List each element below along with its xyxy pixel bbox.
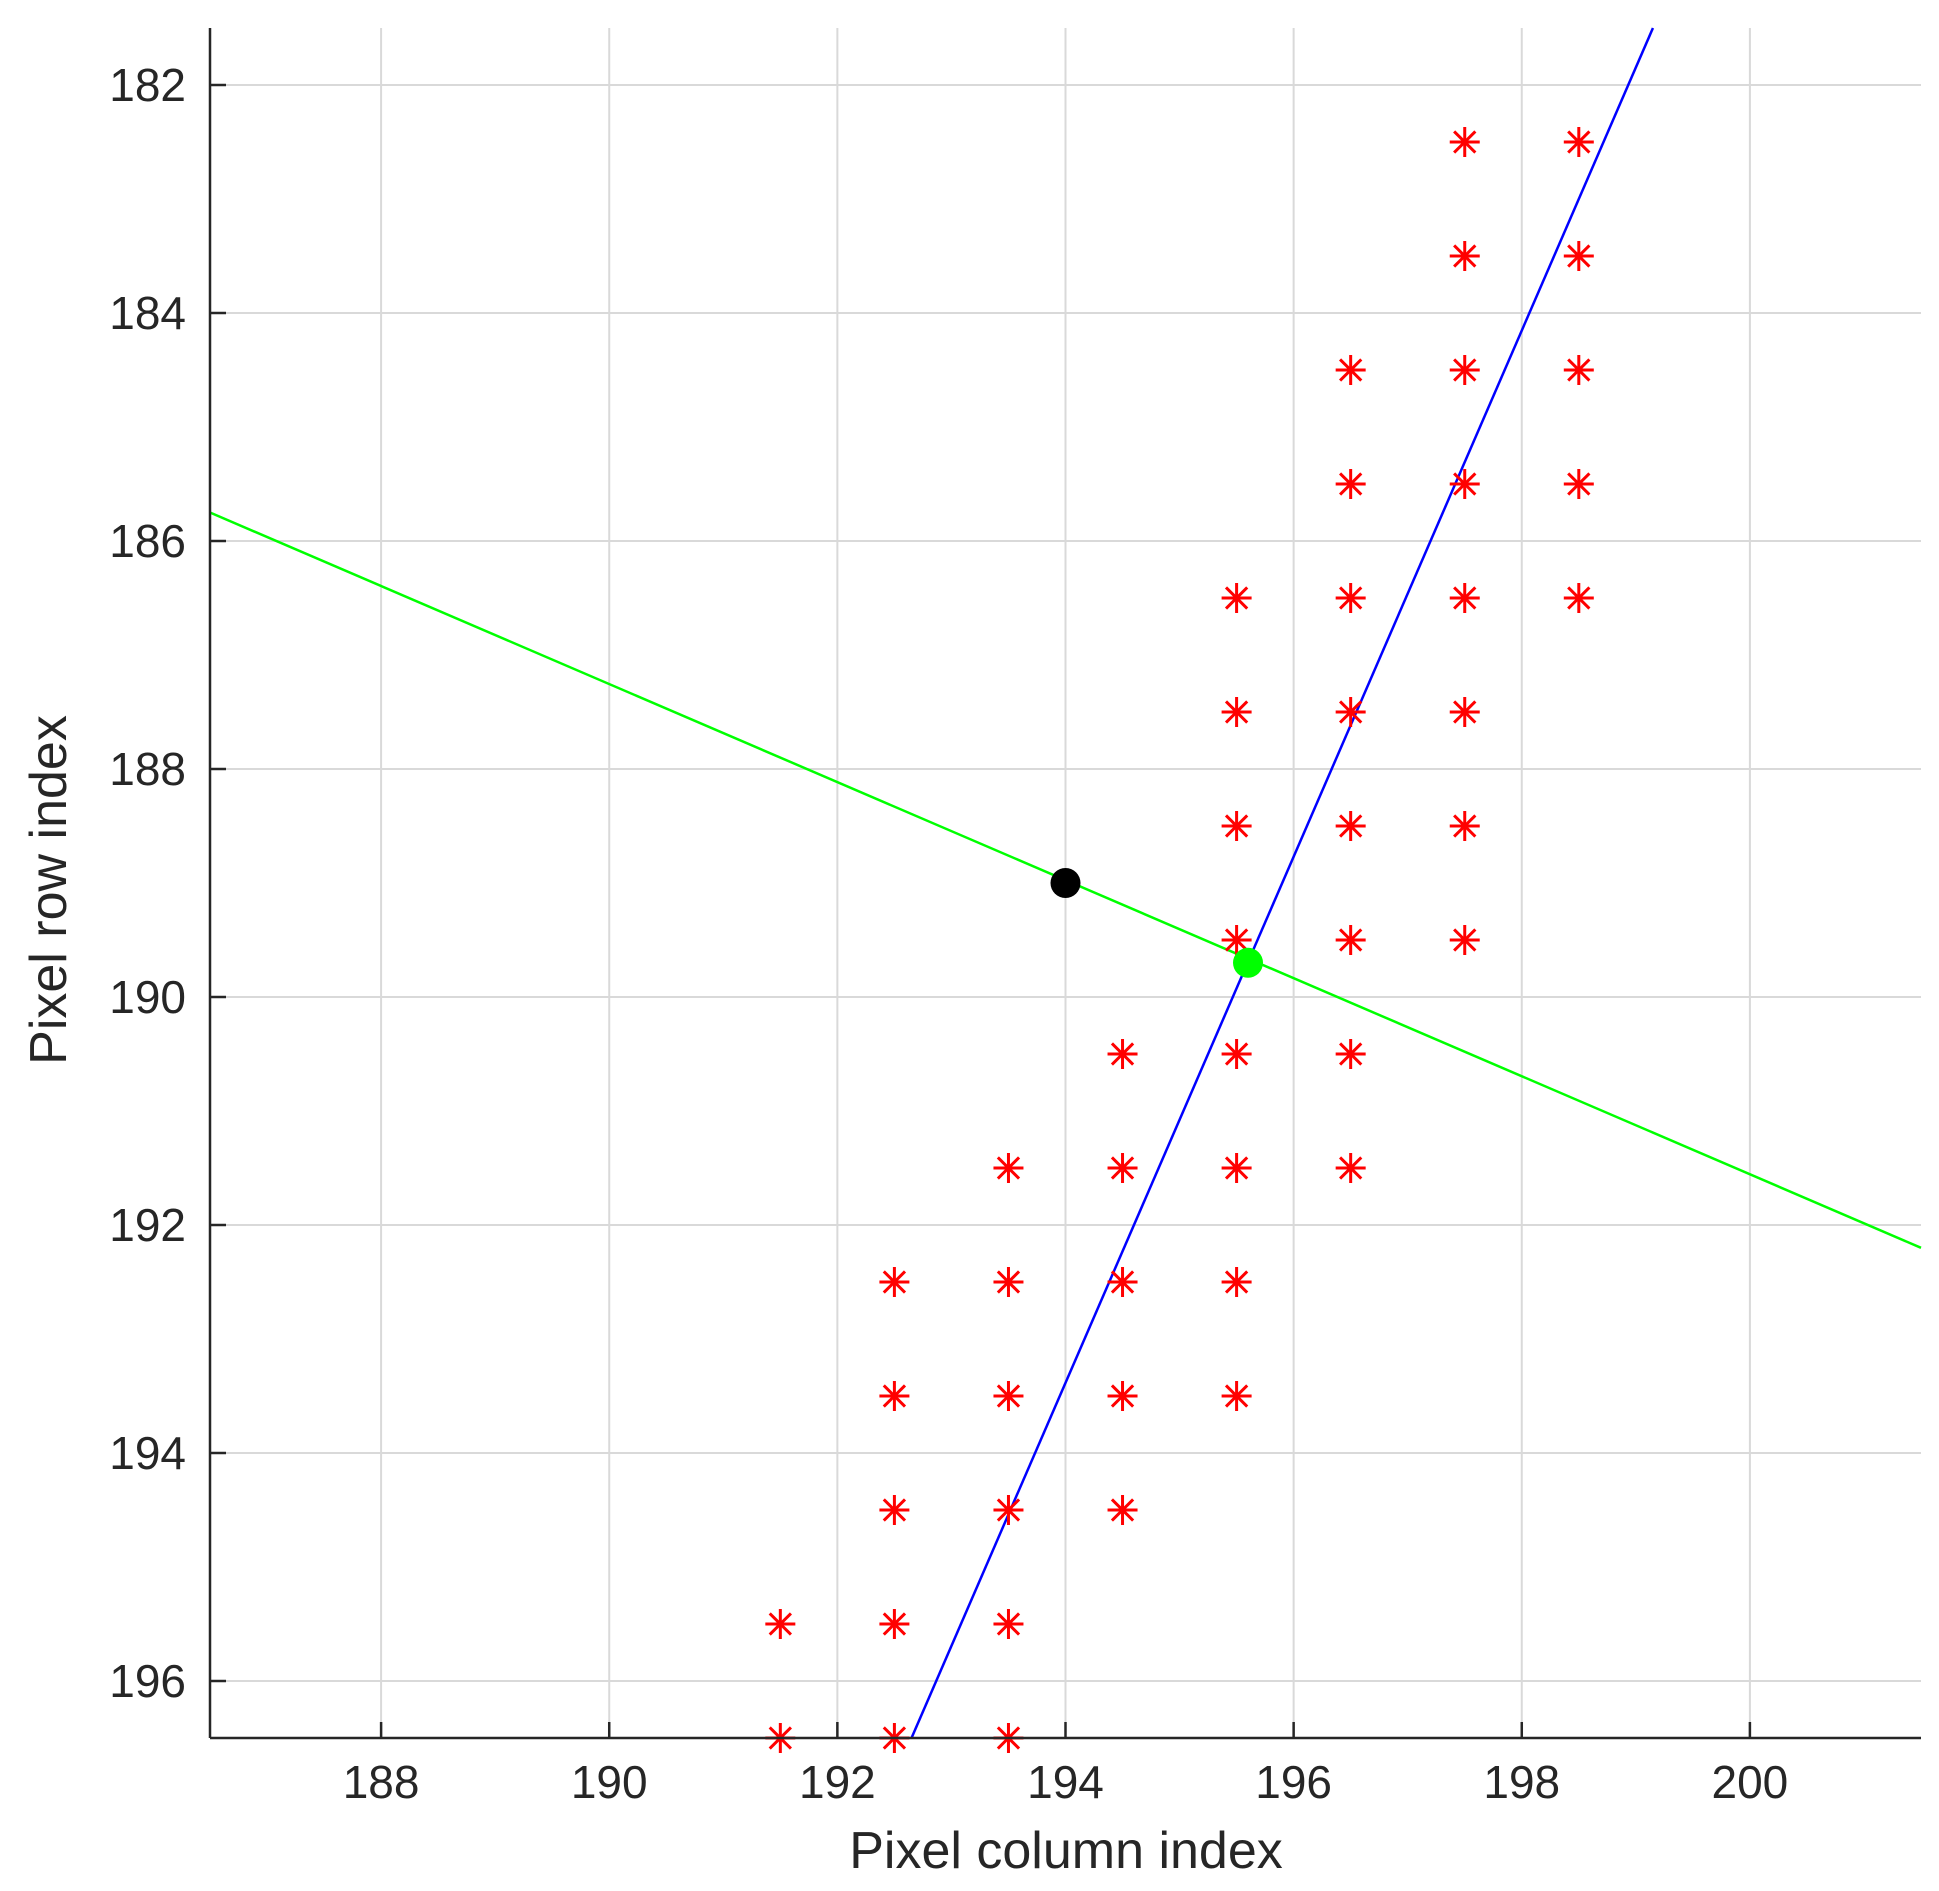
edge-point	[1563, 127, 1594, 157]
edge-point	[1563, 241, 1594, 271]
edge-point	[1221, 1267, 1252, 1297]
y-tick-label: 184	[109, 287, 186, 339]
edge-point	[993, 1609, 1024, 1639]
x-tick-label: 192	[799, 1756, 876, 1808]
edge-point	[1335, 469, 1366, 499]
x-axis-label: Pixel column index	[849, 1822, 1283, 1880]
x-tick-labels: 188 190 192 194 196 198 200	[343, 1756, 1789, 1808]
edge-point	[879, 1381, 910, 1411]
edge-point	[1449, 697, 1480, 727]
edge-point	[1335, 355, 1366, 385]
edge-point	[1107, 1267, 1138, 1297]
y-tick-label: 186	[109, 515, 186, 567]
x-tick-label: 198	[1483, 1756, 1560, 1808]
edge-point	[765, 1609, 796, 1639]
edge-point	[1221, 583, 1252, 613]
edge-point	[1335, 811, 1366, 841]
x-tick-label: 200	[1712, 1756, 1789, 1808]
axes	[208, 28, 1921, 1740]
x-tick-label: 190	[571, 1756, 648, 1808]
edge-point	[1335, 583, 1366, 613]
y-tick-label: 190	[109, 971, 186, 1023]
edge-point	[1563, 355, 1594, 385]
edge-point	[1449, 127, 1480, 157]
edge-point	[993, 1381, 1024, 1411]
edge-point	[1449, 241, 1480, 271]
green-intersection-point	[1233, 947, 1264, 978]
edge-points	[765, 127, 1594, 1753]
grid	[210, 28, 1921, 1738]
edge-point	[993, 1153, 1024, 1183]
edge-point	[1449, 583, 1480, 613]
y-tick-label: 182	[109, 59, 186, 111]
edge-point	[879, 1267, 910, 1297]
blue-fit-line	[910, 27, 1655, 1739]
x-tick-label: 188	[343, 1756, 420, 1808]
edge-point	[1449, 469, 1480, 499]
y-tick-labels: 182 184 186 188 190 192 194 196	[109, 59, 186, 1707]
black-point	[1050, 868, 1081, 898]
y-tick-label: 194	[109, 1427, 186, 1479]
edge-point	[1335, 925, 1366, 955]
y-tick-label: 188	[109, 743, 186, 795]
x-tick-label: 194	[1027, 1756, 1104, 1808]
edge-point	[1449, 811, 1480, 841]
edge-point	[1563, 469, 1594, 499]
edge-point	[1107, 1495, 1138, 1525]
edge-point	[1221, 1381, 1252, 1411]
edge-point	[1335, 1153, 1366, 1183]
edge-point	[879, 1609, 910, 1639]
edge-point	[1221, 697, 1252, 727]
edge-point	[1107, 1381, 1138, 1411]
edge-point	[1449, 355, 1480, 385]
edge-point	[1221, 811, 1252, 841]
edge-point	[993, 1495, 1024, 1525]
edge-point	[879, 1495, 910, 1525]
edge-point	[1107, 1153, 1138, 1183]
edge-point	[1449, 925, 1480, 955]
x-tick-label: 196	[1255, 1756, 1332, 1808]
edge-point	[1563, 583, 1594, 613]
edge-point	[993, 1267, 1024, 1297]
y-tick-label: 192	[109, 1199, 186, 1251]
edge-point	[1221, 1153, 1252, 1183]
edge-point	[1335, 1039, 1366, 1069]
y-axis-label: Pixel row index	[20, 715, 78, 1065]
edge-point	[1107, 1039, 1138, 1069]
y-tick-label: 196	[109, 1655, 186, 1707]
edge-point	[1335, 697, 1366, 727]
edge-point	[1221, 925, 1252, 955]
edge-point	[1221, 1039, 1252, 1069]
marker-dots	[1050, 868, 1264, 978]
